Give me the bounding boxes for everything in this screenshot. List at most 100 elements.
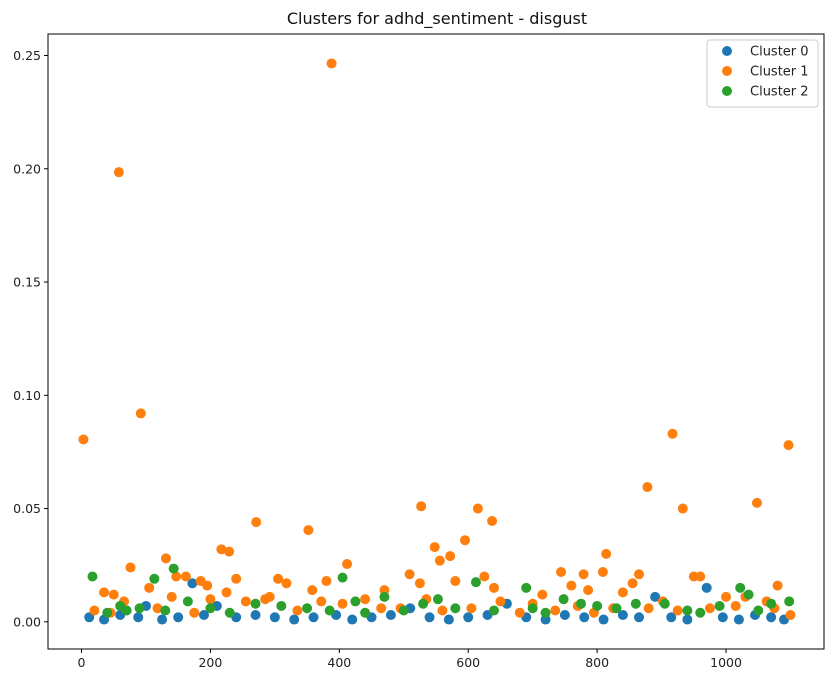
cluster-0-point [579,612,590,623]
y-tick-label: 0.00 [13,614,41,629]
cluster-1-point [360,594,371,605]
cluster-2-point [337,572,348,583]
cluster-1-point [281,578,292,589]
cluster-1-point [342,559,353,570]
cluster-2-point [134,603,145,614]
cluster-1-point [667,428,678,439]
cluster-1-point [643,603,654,614]
cluster-0-point [187,578,198,589]
legend-box [706,39,819,108]
cluster-1-point [108,589,119,600]
cluster-1-point [578,569,589,580]
cluster-2-point [753,605,764,616]
y-tick-label: 0.15 [13,275,41,290]
cluster-2-point [432,594,443,605]
cluster-1-point [195,576,206,587]
legend-label: Cluster 1 [750,65,809,80]
cluster-0-point [133,612,144,623]
cluster-2-point [450,603,461,614]
cluster-1-point [160,553,171,564]
cluster-1-point [416,501,427,512]
cluster-1-point [166,591,177,602]
cluster-1-point [264,591,275,602]
cluster-2-point [87,571,98,582]
cluster-1-point [434,555,445,566]
plot-area [47,33,825,650]
cluster-1-point [307,585,318,596]
cluster-1-point [642,482,653,493]
cluster-1-point [231,573,242,584]
cluster-1-point [785,610,796,621]
x-tick-label: 200 [198,655,222,670]
cluster-1-point [730,600,741,611]
cluster-1-point [316,596,327,607]
cluster-2-point [558,594,569,605]
cluster-1-point [617,587,628,598]
cluster-1-point [772,580,783,591]
cluster-0-point [766,612,777,623]
cluster-1-point [89,605,100,616]
cluster-0-point [443,614,454,625]
cluster-1-point [495,596,506,607]
cluster-2-point [489,605,500,616]
cluster-0-point [617,610,628,621]
cluster-1-point [437,605,448,616]
cluster-2-point [418,598,429,609]
cluster-1-point [180,571,191,582]
cluster-1-point [189,607,200,618]
legend: Cluster 0 Cluster 1 Cluster 2 [706,39,819,108]
cluster-1-point [326,58,337,69]
x-tick-label: 400 [327,655,351,670]
cluster-0-point [717,612,728,623]
cluster-0-point [289,614,300,625]
cluster-2-point [695,607,706,618]
cluster-1-point [144,582,155,593]
cluster-1-point [221,587,232,598]
cluster-1-point [251,517,262,528]
cluster-1-point [135,408,146,419]
cluster-1-point [627,578,638,589]
legend-label: Cluster 2 [750,85,809,100]
cluster-2-point [302,603,313,614]
cluster-1-point [583,585,594,596]
cluster-1-point [634,569,645,580]
cluster-1-point [205,594,216,605]
cluster-2-point [379,591,390,602]
cluster-1-point [125,562,136,573]
y-tick-label: 0.05 [13,501,41,516]
cluster-2-point [630,598,641,609]
cluster-0-point [250,610,261,621]
cluster-0-point [385,610,396,621]
cluster-0-point [733,614,744,625]
cluster-0-point [424,612,435,623]
cluster-1-point [597,566,608,577]
cluster-1-point [479,571,490,582]
cluster-2-point [398,605,409,616]
cluster-1-point [537,589,548,600]
cluster-0-point [308,612,319,623]
cluster-1-point [514,607,525,618]
cluster-2-point [182,596,193,607]
cluster-1-point [460,535,471,546]
y-tick-label: 0.25 [13,48,41,63]
cluster-1-point [303,525,314,536]
x-tick-label: 600 [456,655,480,670]
cluster-1-point [171,571,182,582]
cluster-1-point [721,591,732,602]
cluster-1-point [487,516,498,527]
cluster-0-point [634,612,645,623]
cluster-2-point [102,607,113,618]
cluster-1-point [78,434,89,445]
cluster-1-point [414,578,425,589]
cluster-0-point [173,612,184,623]
cluster-2-point [540,607,551,618]
legend-marker [722,86,732,96]
cluster-1-point [113,167,124,178]
y-axis: 0.00 0.05 0.10 0.15 0.20 0.25 [13,48,48,629]
cluster-2-point [168,563,179,574]
cluster-2-point [714,600,725,611]
cluster-1-point [216,544,227,555]
cluster-2-point [766,598,777,609]
cluster-1-point [337,598,348,609]
